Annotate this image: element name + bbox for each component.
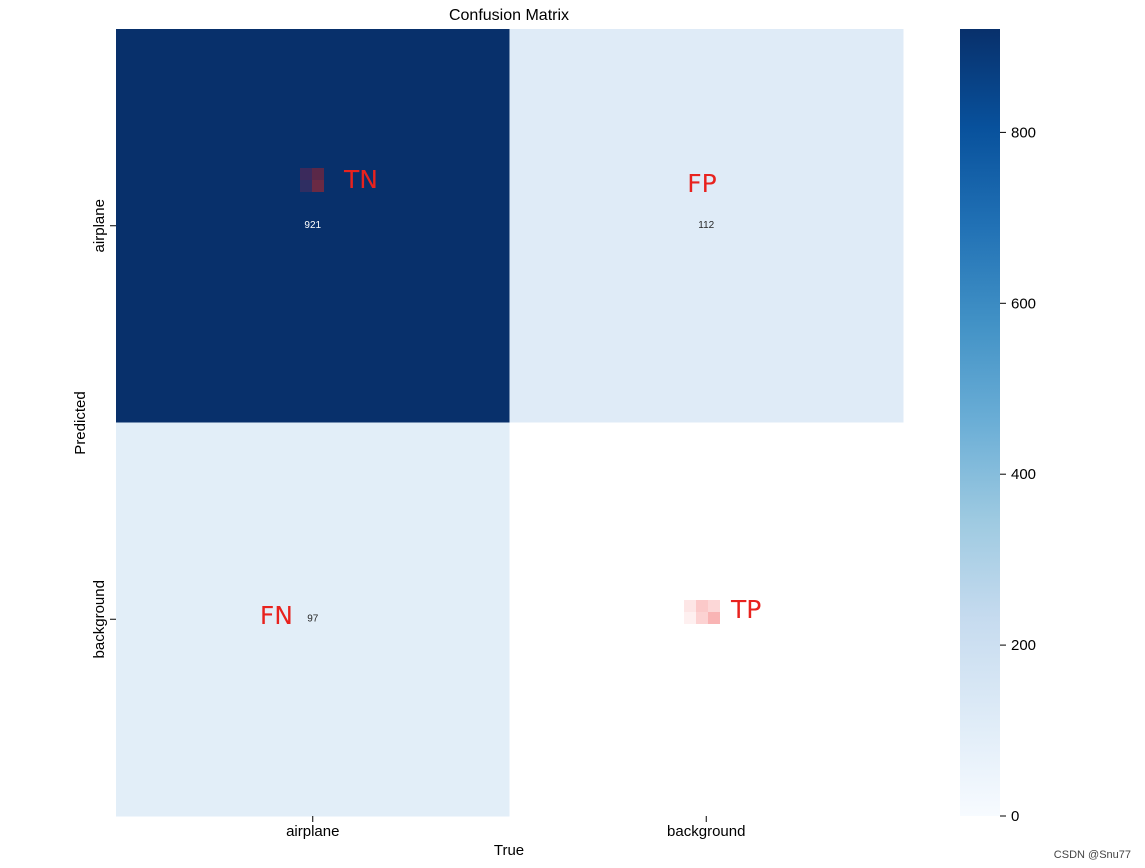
blur-patch — [708, 612, 720, 624]
colorbar-tick-label: 600 — [1011, 295, 1036, 312]
y-axis-label: Predicted — [72, 391, 89, 454]
blur-patch — [696, 600, 708, 612]
blur-patch — [684, 600, 696, 612]
blur-patch — [300, 180, 312, 192]
blur-patch — [312, 180, 324, 192]
y-tick-label: background — [91, 580, 108, 658]
blur-patch — [696, 612, 708, 624]
x-tick-label: airplane — [286, 823, 339, 840]
heatmap-cells — [116, 29, 904, 817]
colorbar-tick-label: 400 — [1011, 466, 1036, 483]
colorbar-tick-label: 800 — [1011, 124, 1036, 141]
colorbar-tick-label: 200 — [1011, 637, 1036, 654]
heatmap-cell-values: 921 112 97 — [304, 220, 714, 625]
cell-value-label: 921 — [304, 220, 321, 231]
cell-value-label: 97 — [307, 614, 319, 625]
x-tick-label: background — [667, 823, 745, 840]
x-axis-label: True — [494, 842, 524, 859]
cell-value-label: 112 — [698, 220, 714, 231]
blur-patch — [300, 168, 312, 180]
blurred-patches — [300, 168, 720, 624]
quadrant-annotations: TN FP FN TP — [260, 165, 761, 630]
x-axis-ticks: airplane background — [286, 816, 745, 840]
heatmap-cell — [509, 29, 904, 423]
colorbar — [960, 29, 1000, 816]
y-tick-label: airplane — [91, 199, 108, 252]
blur-patch — [312, 168, 324, 180]
annotation-fp: FP — [687, 169, 716, 198]
annotation-tn: TN — [343, 165, 378, 194]
annotation-fn: FN — [260, 601, 293, 630]
heatmap-cell — [116, 422, 510, 817]
watermark: CSDN @Snu77 — [1054, 849, 1131, 861]
y-axis-ticks: airplane background — [91, 199, 116, 658]
blur-patch — [708, 600, 720, 612]
chart-title: Confusion Matrix — [449, 7, 569, 24]
blur-patch — [684, 612, 696, 624]
colorbar-tick-label: 0 — [1011, 808, 1019, 825]
heatmap-cell — [116, 29, 510, 423]
annotation-tp: TP — [730, 595, 761, 624]
colorbar-ticks: 0 200 400 600 800 — [1000, 124, 1036, 825]
